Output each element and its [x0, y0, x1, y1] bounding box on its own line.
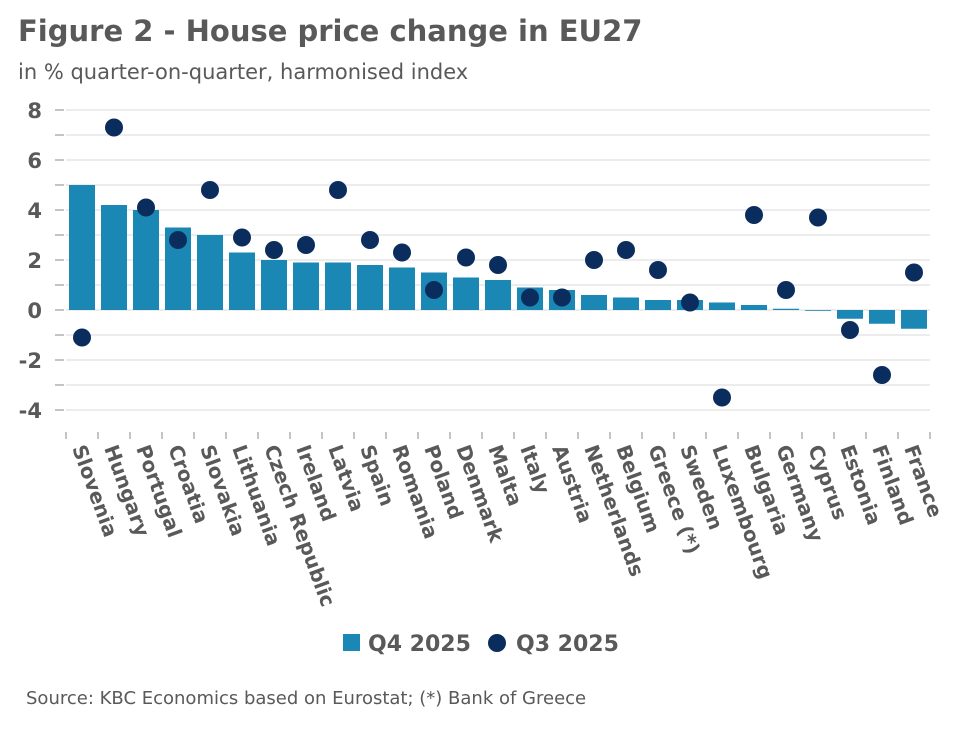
bar-q4-france — [901, 310, 927, 329]
dot-q3-sweden — [681, 293, 699, 312]
y-tick-label: 2 — [27, 249, 42, 273]
bar-q4-greece- — [645, 300, 671, 310]
dot-q3-italy — [521, 288, 539, 307]
bar-q4-finland — [869, 310, 895, 324]
dot-q3-denmark — [457, 248, 475, 267]
dot-q3-spain — [361, 231, 379, 249]
bar-q4-luxembourg — [709, 302, 735, 310]
y-tick-label: 6 — [27, 149, 42, 173]
bar-q4-netherlands — [581, 295, 607, 310]
bar-q4-spain — [357, 265, 383, 310]
legend-swatch-q3 — [488, 634, 506, 652]
bar-q4-hungary — [101, 205, 127, 310]
dot-q3-hungary — [105, 118, 123, 137]
dot-q3-latvia — [329, 181, 347, 199]
bar-q4-denmark — [453, 277, 479, 310]
bar-q4-cyprus — [805, 310, 831, 311]
bar-q4-lithuania — [229, 252, 255, 310]
dot-q3-slovakia — [201, 181, 219, 199]
dot-q3-bulgaria — [745, 206, 763, 224]
bar-q4-slovakia — [197, 235, 223, 310]
chart-title: Figure 2 - House price change in EU27 — [18, 14, 643, 48]
bar-q4-estonia — [837, 310, 863, 319]
source-note: Source: KBC Economics based on Eurostat;… — [26, 688, 587, 709]
dot-q3-poland — [425, 281, 443, 299]
dot-q3-austria — [553, 288, 571, 307]
dot-q3-estonia — [841, 321, 859, 339]
dot-q3-belgium — [617, 241, 635, 259]
dot-q3-czech-republic — [265, 241, 283, 259]
y-tick-label: -2 — [19, 349, 42, 373]
dot-q3-lithuania — [233, 228, 251, 247]
bar-q4-germany — [773, 308, 799, 310]
bar-q4-romania — [389, 267, 415, 310]
legend-swatch-q4 — [343, 634, 360, 651]
dot-q3-finland — [873, 366, 891, 384]
bar-q4-belgium — [613, 297, 639, 310]
dot-q3-cyprus — [809, 208, 827, 227]
bar-q4-latvia — [325, 262, 351, 310]
bar-q4-czech-republic — [261, 260, 287, 310]
bar-q4-ireland — [293, 262, 319, 310]
dot-q3-germany — [777, 281, 795, 299]
bar-q4-slovenia — [69, 185, 95, 310]
legend-label-q3: Q3 2025 — [516, 632, 619, 657]
dot-q3-portugal — [137, 198, 155, 217]
dot-q3-ireland — [297, 236, 315, 254]
legend-label-q4: Q4 2025 — [368, 632, 471, 657]
dot-q3-malta — [489, 256, 507, 274]
chart-subtitle: in % quarter-on-quarter, harmonised inde… — [18, 60, 469, 84]
dot-q3-netherlands — [585, 251, 603, 269]
y-tick-label: 8 — [27, 99, 42, 123]
dot-q3-romania — [393, 243, 411, 262]
y-tick-label: 0 — [27, 299, 42, 323]
bar-q4-portugal — [133, 210, 159, 310]
y-tick-label: 4 — [27, 199, 42, 223]
dot-q3-greece- — [649, 261, 667, 279]
bar-q4-bulgaria — [741, 305, 767, 310]
dot-q3-slovenia — [73, 328, 91, 347]
dot-q3-france — [905, 263, 923, 282]
dot-q3-luxembourg — [713, 388, 731, 407]
bar-q4-malta — [485, 280, 511, 310]
y-tick-label: -4 — [19, 399, 42, 423]
dot-q3-croatia — [169, 231, 187, 249]
